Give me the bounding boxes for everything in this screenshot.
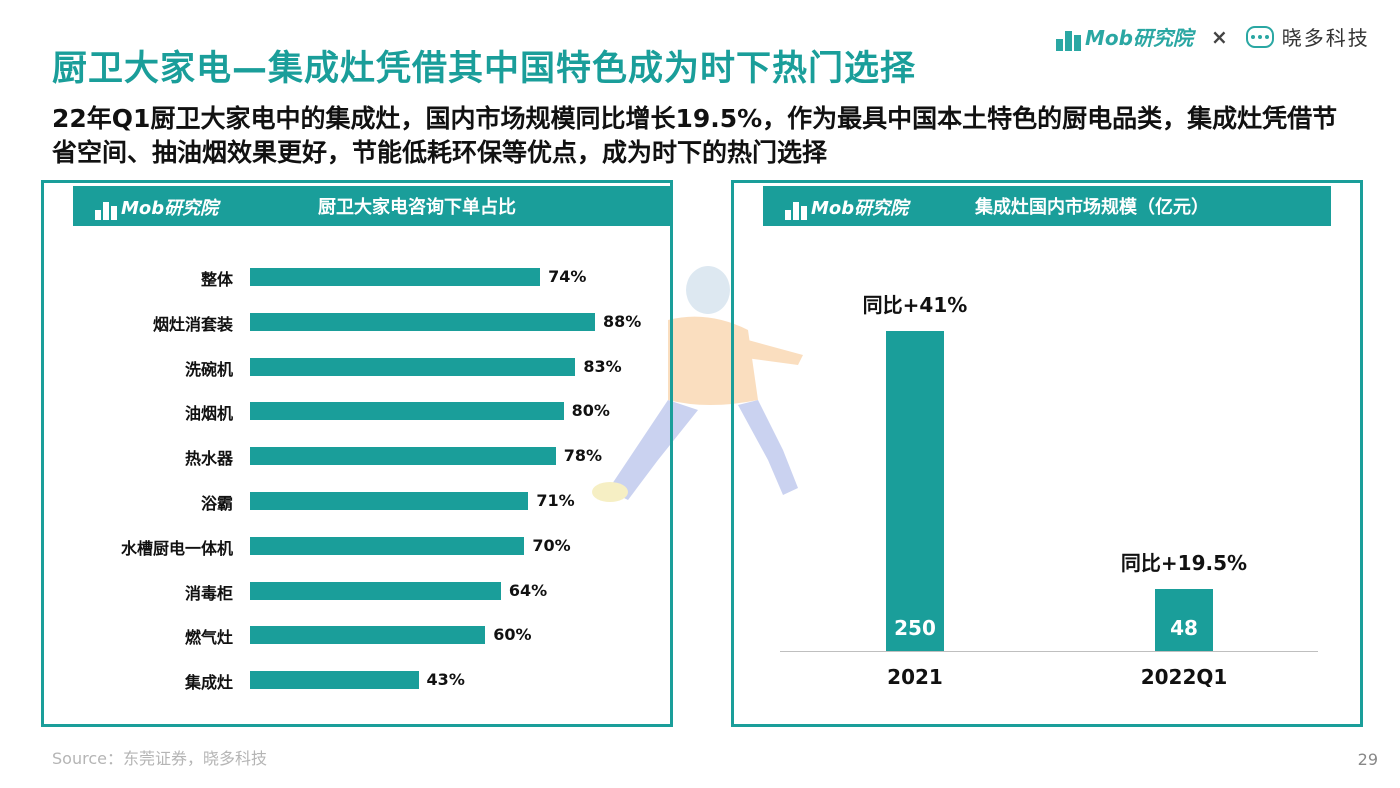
bar-row: 烟灶消套装 88% xyxy=(44,311,670,334)
order-share-chart: 整体 74% 烟灶消套装 88% 洗碗机 83% 油烟机 80% 热水器 78% 浴霸 71% 水槽厨电… xyxy=(44,183,670,724)
bar-value-label: 64% xyxy=(508,580,548,600)
bar-row: 消毒柜 64% xyxy=(44,580,670,603)
order-share-header: Mob研究院 厨卫大家电咨询下单占比 xyxy=(73,186,671,226)
bar-value-label: 78% xyxy=(563,446,603,466)
yoy-growth-label: 同比+41% xyxy=(862,293,968,317)
column-value-label: 48 xyxy=(1170,616,1198,640)
bar-category-label: 水槽厨电一体机 xyxy=(120,538,233,558)
panel-mob-logo: Mob研究院 xyxy=(95,194,218,220)
panel-mob-brand-text: Mob研究院 xyxy=(811,198,909,219)
bar-category-label: 集成灶 xyxy=(184,673,233,693)
bar xyxy=(250,536,525,555)
brand-logos: Mob研究院 × 晓多科技 xyxy=(1056,22,1370,51)
bar xyxy=(250,626,486,645)
bar xyxy=(250,402,564,421)
mob-buildings-icon xyxy=(785,202,807,220)
bar-value-label: 83% xyxy=(583,356,622,376)
bar-value-label: 80% xyxy=(571,401,610,421)
page-title: 厨卫大家电—集成灶凭借其中国特色成为时下热门选择 xyxy=(52,49,917,89)
page-number: 29 xyxy=(1357,750,1378,769)
x-tick-label: 2021 xyxy=(887,665,943,689)
x-tick-label: 2022Q1 xyxy=(1140,665,1228,689)
bar-category-label: 洗碗机 xyxy=(184,359,233,379)
mob-buildings-icon xyxy=(95,202,117,220)
x-axis-line xyxy=(780,651,1318,652)
bar-row: 油烟机 80% xyxy=(44,401,670,424)
mob-buildings-icon xyxy=(1056,31,1081,51)
running-figure-illustration xyxy=(592,266,803,502)
bar-value-label: 70% xyxy=(532,535,571,555)
bar-category-label: 烟灶消套装 xyxy=(152,314,233,334)
market-size-panel: Mob研究院 集成灶国内市场规模（亿元） 250 同比+41% 2021 48 同比+1… xyxy=(731,180,1363,727)
bar-row: 水槽厨电一体机 70% xyxy=(44,535,670,558)
bar-value-label: 88% xyxy=(602,311,642,331)
bar-category-label: 整体 xyxy=(200,270,233,289)
column-bar xyxy=(886,331,944,651)
bar-row: 燃气灶 60% xyxy=(44,625,670,648)
bar xyxy=(250,671,419,690)
bar xyxy=(250,492,529,510)
times-sign: × xyxy=(1210,24,1228,49)
market-size-chart: 250 同比+41% 2021 48 同比+19.5% 2022Q1 xyxy=(734,183,1360,724)
xiaoduo-brand-text: 晓多科技 xyxy=(1281,26,1370,50)
panel-mob-logo: Mob研究院 xyxy=(785,194,908,220)
bar-row: 整体 74% xyxy=(44,267,670,289)
bar-category-label: 燃气灶 xyxy=(184,628,233,648)
bar-value-label: 74% xyxy=(548,267,587,286)
yoy-growth-label: 同比+19.5% xyxy=(1120,551,1248,575)
market-size-header: Mob研究院 集成灶国内市场规模（亿元） xyxy=(763,186,1331,226)
bar-category-label: 热水器 xyxy=(184,449,233,469)
bar-row: 集成灶 43% xyxy=(44,670,670,693)
bar xyxy=(250,268,541,286)
bar-row: 浴霸 71% xyxy=(44,491,670,513)
bar-category-label: 油烟机 xyxy=(184,404,233,424)
bar-value-label: 43% xyxy=(426,670,465,690)
bar-category-label: 消毒柜 xyxy=(184,583,233,603)
mob-logo: Mob研究院 xyxy=(1056,22,1193,51)
page-subtitle: 22年Q1厨卫大家电中的集成灶，国内市场规模同比增长19.5%，作为最具中国本土… xyxy=(52,104,1338,167)
bar-category-label: 浴霸 xyxy=(200,494,233,513)
order-share-panel: Mob研究院 厨卫大家电咨询下单占比 整体 74% 烟灶消套装 88% 洗碗机 83% 油烟… xyxy=(41,180,673,727)
bar-value-label: 60% xyxy=(493,625,532,645)
xiaoduo-chat-icon xyxy=(1245,25,1274,48)
bar xyxy=(250,312,595,331)
column-value-label: 250 xyxy=(894,616,936,640)
bar-value-label: 71% xyxy=(536,491,575,510)
source-note: Source：东莞证券，晓多科技 xyxy=(52,749,267,768)
bar xyxy=(250,581,501,600)
bar-row: 热水器 78% xyxy=(44,446,670,469)
bar-row: 洗碗机 83% xyxy=(44,356,670,379)
order-share-title: 厨卫大家电咨询下单占比 xyxy=(318,197,516,218)
market-size-title: 集成灶国内市场规模（亿元） xyxy=(975,197,1209,218)
bar xyxy=(250,447,556,466)
panel-mob-brand-text: Mob研究院 xyxy=(121,198,219,219)
column-bar xyxy=(1155,589,1213,651)
bar xyxy=(250,357,576,376)
mob-brand-text: Mob研究院 xyxy=(1085,26,1193,50)
